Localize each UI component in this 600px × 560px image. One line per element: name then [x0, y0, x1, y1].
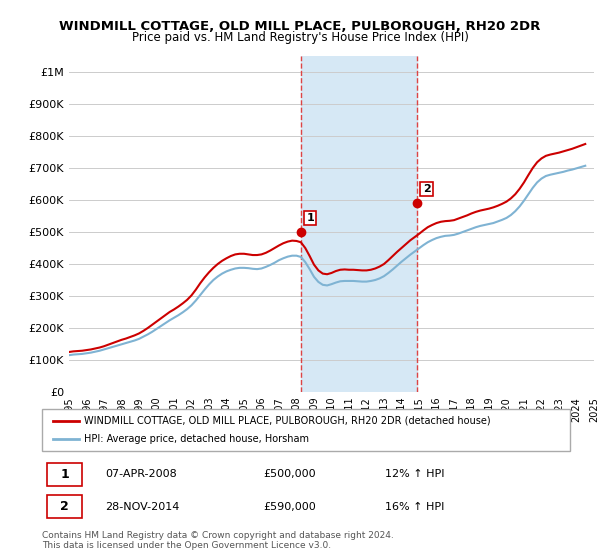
FancyBboxPatch shape	[47, 495, 82, 518]
FancyBboxPatch shape	[42, 409, 570, 451]
Text: Contains HM Land Registry data © Crown copyright and database right 2024.
This d: Contains HM Land Registry data © Crown c…	[42, 531, 394, 550]
Text: 1: 1	[307, 213, 314, 223]
Text: 1: 1	[61, 468, 69, 481]
FancyBboxPatch shape	[47, 463, 82, 486]
Text: £500,000: £500,000	[264, 469, 316, 479]
Text: 28-NOV-2014: 28-NOV-2014	[106, 502, 180, 512]
Text: 16% ↑ HPI: 16% ↑ HPI	[385, 502, 445, 512]
Bar	[301, 56, 418, 392]
Text: 12% ↑ HPI: 12% ↑ HPI	[385, 469, 445, 479]
Text: 07-APR-2008: 07-APR-2008	[106, 469, 177, 479]
Text: HPI: Average price, detached house, Horsham: HPI: Average price, detached house, Hors…	[84, 434, 309, 444]
Text: Price paid vs. HM Land Registry's House Price Index (HPI): Price paid vs. HM Land Registry's House …	[131, 31, 469, 44]
Text: 2: 2	[422, 184, 430, 194]
Text: 2: 2	[61, 500, 69, 513]
Text: £590,000: £590,000	[264, 502, 317, 512]
Text: WINDMILL COTTAGE, OLD MILL PLACE, PULBOROUGH, RH20 2DR (detached house): WINDMILL COTTAGE, OLD MILL PLACE, PULBOR…	[84, 416, 491, 426]
Text: WINDMILL COTTAGE, OLD MILL PLACE, PULBOROUGH, RH20 2DR: WINDMILL COTTAGE, OLD MILL PLACE, PULBOR…	[59, 20, 541, 32]
